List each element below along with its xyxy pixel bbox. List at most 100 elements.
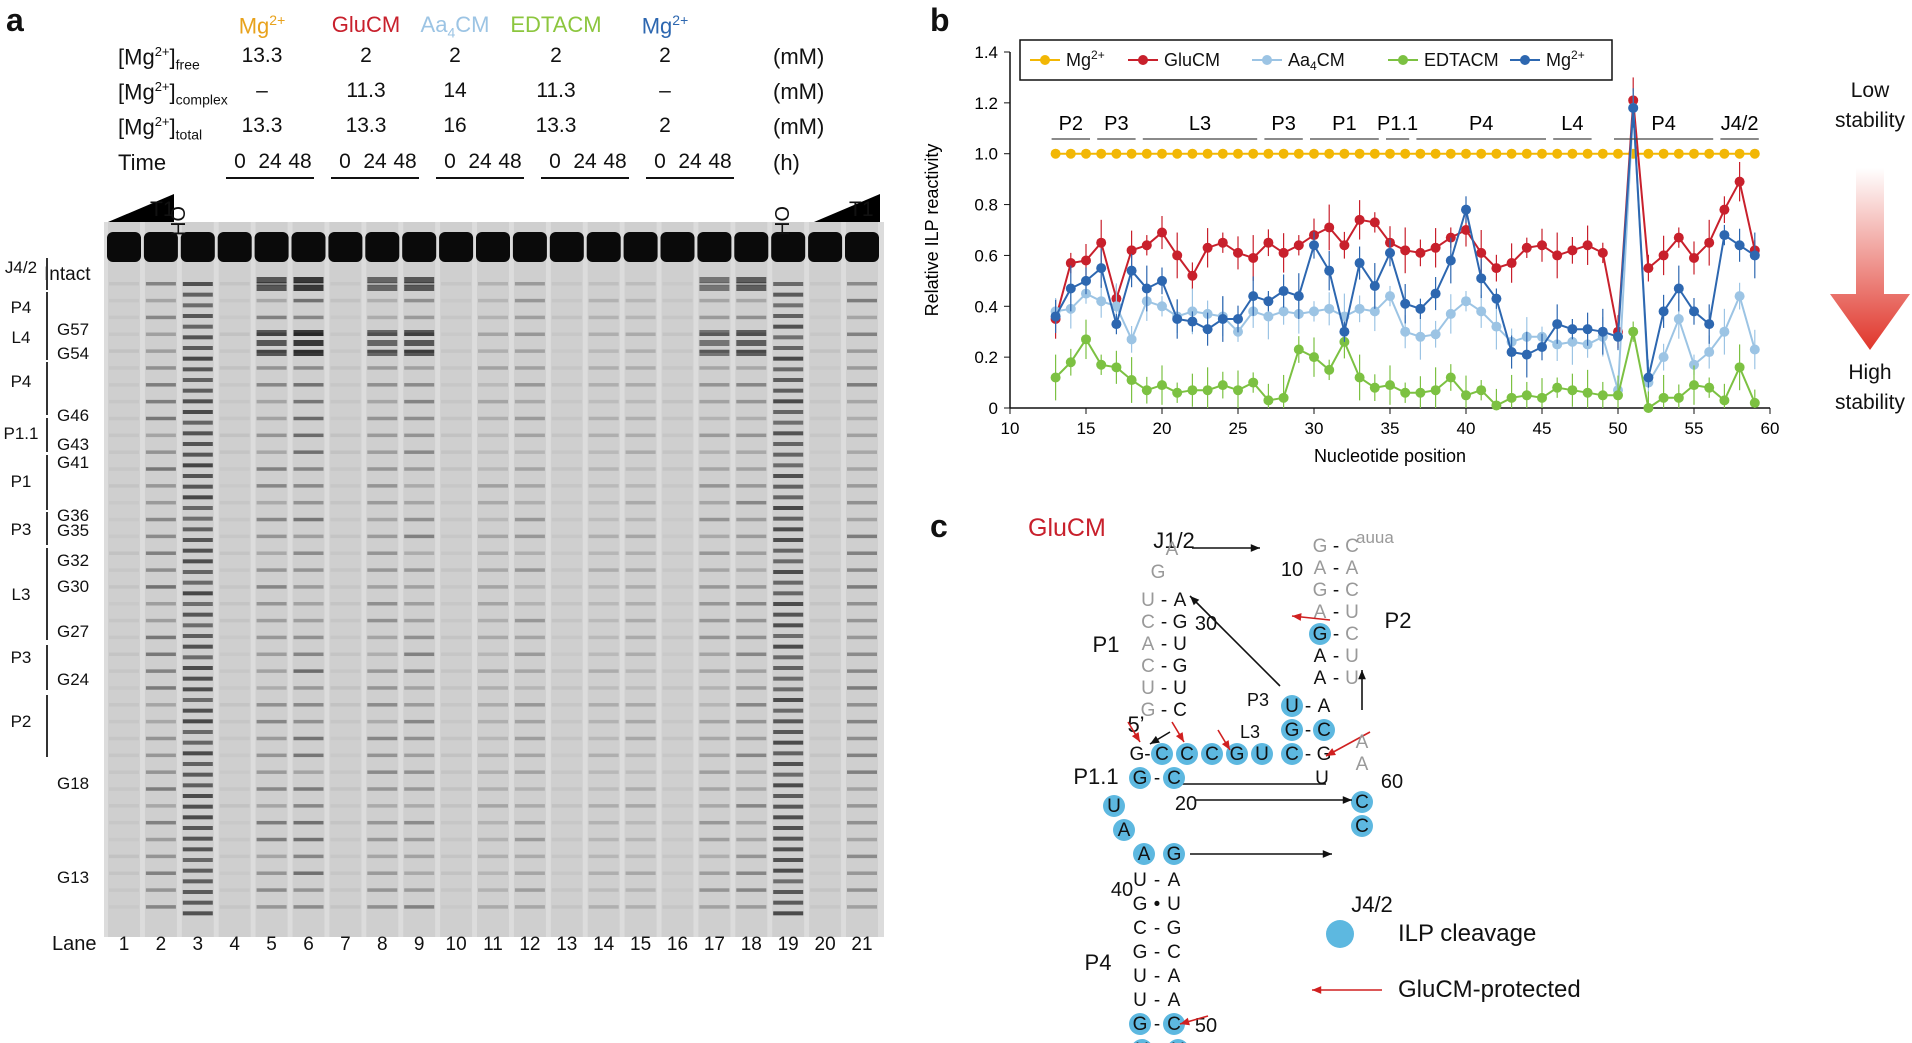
data-point xyxy=(1735,177,1745,187)
lane-number-16: 16 xyxy=(663,934,693,956)
nt-letter: A xyxy=(1314,646,1327,667)
nt-letter: U xyxy=(1345,668,1359,689)
data-point xyxy=(1324,304,1334,314)
nt-letter: - xyxy=(1333,536,1339,557)
gel-lane-19 xyxy=(771,222,805,937)
data-point xyxy=(1719,395,1729,405)
data-point xyxy=(1339,327,1349,337)
data-point xyxy=(1598,390,1608,400)
data-point xyxy=(1719,230,1729,240)
data-point xyxy=(1279,306,1289,316)
data-point xyxy=(1324,365,1334,375)
mg-row-1-value-3: 2 xyxy=(410,44,500,68)
x-axis-title: Nucleotide position xyxy=(1314,446,1466,466)
data-point xyxy=(1233,248,1243,258)
gel-region-10: P2 xyxy=(2,712,40,732)
nt-letter: U xyxy=(1255,744,1269,765)
mg-row-1-value-4: 2 xyxy=(511,44,601,68)
nt-letter: G xyxy=(1133,768,1148,789)
gel-lane-10 xyxy=(439,222,473,937)
data-point xyxy=(1643,263,1653,273)
data-point xyxy=(1674,149,1684,159)
nt-letter: - xyxy=(1154,918,1160,939)
chart-region-8: L4 xyxy=(1561,113,1583,135)
gel-region-6: P1 xyxy=(2,472,40,492)
tail-auua: auua xyxy=(1356,528,1394,547)
mg-row-label-2: [Mg2+]complex xyxy=(118,79,228,108)
nt-letter: G xyxy=(1133,894,1148,915)
lane-number-18: 18 xyxy=(736,934,766,956)
gel-lane-20 xyxy=(808,222,842,937)
data-point xyxy=(1203,385,1213,395)
data-point xyxy=(1735,291,1745,301)
nt-letter: • xyxy=(1154,894,1161,915)
panel-a-label: a xyxy=(6,2,24,39)
gel-region-bar-1 xyxy=(46,258,48,290)
data-point xyxy=(1598,327,1608,337)
data-point xyxy=(1127,266,1137,276)
lane-number-3: 3 xyxy=(183,934,213,956)
data-point xyxy=(1294,149,1304,159)
data-point xyxy=(1339,149,1349,159)
data-point xyxy=(1096,360,1106,370)
data-point xyxy=(1507,393,1517,403)
label-p1: P1 xyxy=(1093,632,1120,657)
data-point xyxy=(1096,149,1106,159)
data-point xyxy=(1552,149,1562,159)
nt-letter: C xyxy=(1167,942,1181,963)
chart-region-10: J4/2 xyxy=(1721,113,1759,135)
y-tick-label: 0.8 xyxy=(974,196,998,215)
nt-letter: C xyxy=(1285,744,1299,765)
data-point xyxy=(1248,253,1258,263)
data-point xyxy=(1659,306,1669,316)
nt-letter: A xyxy=(1166,539,1179,560)
data-point xyxy=(1507,149,1517,159)
chart-region-2: P3 xyxy=(1104,113,1128,135)
data-point xyxy=(1172,388,1182,398)
data-point xyxy=(1279,149,1289,159)
data-point xyxy=(1309,352,1319,362)
data-point xyxy=(1704,347,1714,357)
label-j4-2: J4/2 xyxy=(1351,892,1393,917)
data-point xyxy=(1309,306,1319,316)
data-point xyxy=(1750,345,1760,355)
nt-letter: - xyxy=(1333,668,1339,689)
data-point xyxy=(1431,243,1441,253)
nt-letter: - xyxy=(1154,942,1160,963)
gel-band-G32: G32 xyxy=(57,551,89,571)
chart-region-6: P1.1 xyxy=(1377,113,1418,135)
data-point xyxy=(1324,222,1334,232)
gel-band-G41: G41 xyxy=(57,453,89,473)
mg-row-3-value-1: 13.3 xyxy=(217,114,307,138)
data-point xyxy=(1187,385,1197,395)
nt-letter: G xyxy=(1313,536,1328,557)
data-point xyxy=(1476,149,1486,159)
data-point xyxy=(1218,149,1228,159)
data-point xyxy=(1096,263,1106,273)
data-point xyxy=(1446,256,1456,266)
data-point xyxy=(1051,149,1061,159)
data-point xyxy=(1431,149,1441,159)
data-point xyxy=(1142,149,1152,159)
data-point xyxy=(1355,304,1365,314)
mg-row-2-value-5: – xyxy=(620,79,710,103)
data-point xyxy=(1507,258,1517,268)
data-point xyxy=(1613,149,1623,159)
mg-row-label-3: [Mg2+]total xyxy=(118,114,202,143)
data-point xyxy=(1263,149,1273,159)
intact-label: Intact xyxy=(44,264,90,286)
nt-letter: C xyxy=(1173,700,1187,721)
nt-letter: A xyxy=(1138,844,1151,865)
y-tick-label: 1.4 xyxy=(974,43,998,62)
data-point xyxy=(1628,103,1638,113)
gel-region-8: L3 xyxy=(2,585,40,605)
nt-letter: G xyxy=(1285,720,1300,741)
data-point xyxy=(1628,327,1638,337)
lane-number-19: 19 xyxy=(773,934,803,956)
data-point xyxy=(1415,149,1425,159)
ilp-reactivity-chart: 00.20.40.60.81.01.21.410 15 20 25 30 35 40 45 50… xyxy=(920,30,1800,480)
data-point xyxy=(1111,149,1121,159)
nt-letter: U xyxy=(1167,894,1181,915)
x-tick-label: 25 xyxy=(1229,419,1248,438)
nt-letter: - xyxy=(1305,744,1311,765)
